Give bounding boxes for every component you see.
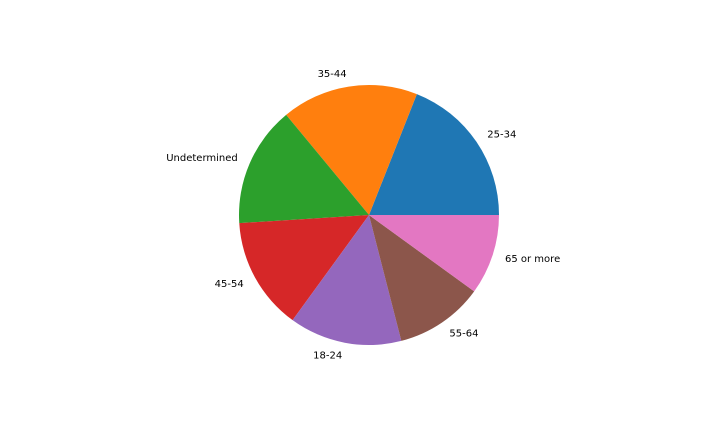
pie-labels: 25-34 35-44 Undetermined 45-54 18-24 55-64 65 … bbox=[166, 69, 560, 362]
pie-slice-45-54 bbox=[239, 215, 369, 321]
pie-slice-25-34 bbox=[369, 94, 499, 215]
pie-label-18-24: 18-24 bbox=[313, 350, 342, 361]
pie-label-undetermined: Undetermined bbox=[166, 153, 238, 164]
pie-slice-18-24 bbox=[292, 215, 402, 346]
pie-slices bbox=[239, 84, 499, 346]
pie-slice-undetermined bbox=[239, 114, 369, 224]
pie-label-45-54: 45-54 bbox=[215, 279, 244, 290]
pie-label-25-34: 25-34 bbox=[487, 130, 516, 141]
pie-label-65-or-more: 65 or more bbox=[505, 254, 560, 265]
pie-label-55-64: 55-64 bbox=[449, 328, 478, 339]
pie-label-35-44: 35-44 bbox=[318, 69, 347, 80]
pie-slice-55-64 bbox=[369, 215, 475, 341]
pie-slice-35-44 bbox=[286, 84, 417, 216]
pie-slice-65-or-more bbox=[369, 215, 499, 292]
